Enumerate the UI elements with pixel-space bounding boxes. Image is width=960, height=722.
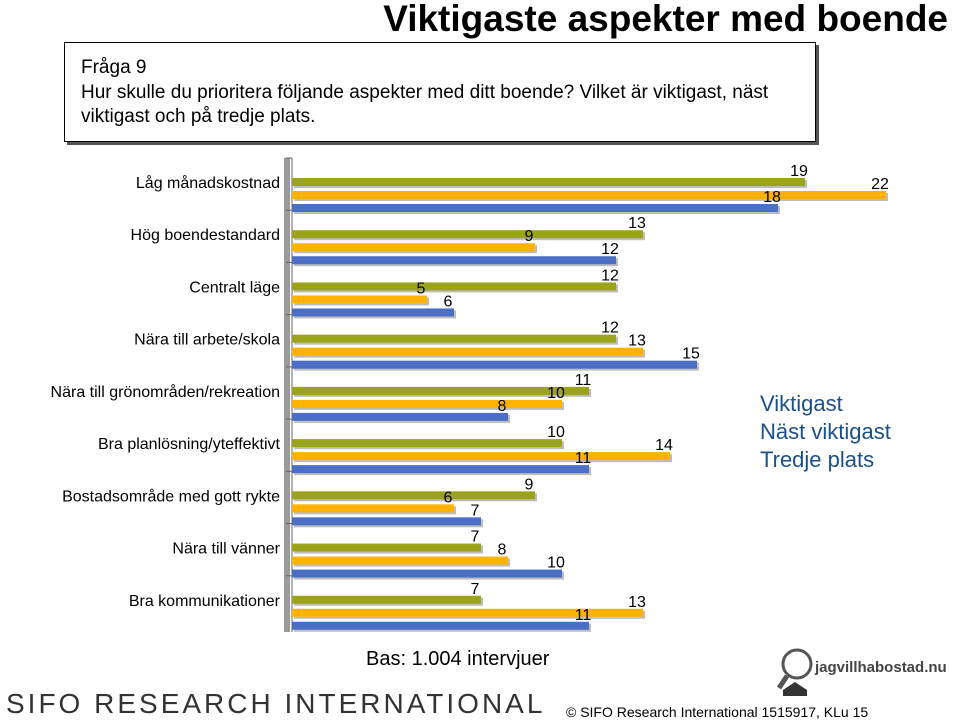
data-label-viktigast: 7 [471,581,480,598]
bar-viktigast [292,334,616,343]
bar-tredje-plats [292,621,589,630]
brand-text: jagvillhabostad.nu [814,659,947,676]
legend-tredje-plats: Tredje plats [760,447,875,472]
bar-nast-viktigast [292,556,508,565]
data-label-viktigast: 7 [471,529,480,546]
data-label-tredje-plats: 15 [682,346,700,363]
bar-viktigast [292,282,616,291]
data-label-nast-viktigast: 13 [628,333,646,350]
bar-tredje-plats [292,204,778,212]
legend-nast-viktigast: Näst viktigast [760,419,891,444]
data-label-viktigast: 13 [628,215,646,232]
data-label-tredje-plats: 11 [575,450,592,467]
data-label-tredje-plats: 18 [763,189,781,206]
bar-viktigast [292,386,589,395]
bar-nast-viktigast [292,452,670,461]
data-label-nast-viktigast: 10 [547,385,565,402]
bar-viktigast [292,543,481,552]
y-axis-shade [284,158,290,632]
bar-viktigast [292,230,643,239]
bar-nast-viktigast [292,347,643,356]
data-label-nast-viktigast: 14 [655,437,673,454]
data-label-tredje-plats: 6 [444,293,453,310]
bar-tredje-plats [292,412,508,421]
category-label: Nära till grönområden/rekreation [51,383,280,401]
data-label-tredje-plats: 7 [471,502,480,519]
bar-viktigast [292,595,481,604]
data-label-viktigast: 12 [601,320,619,337]
category-label: Bostadsområde med gott rykte [62,487,280,505]
category-label: Bra planlösning/yteffektivt [98,436,281,453]
data-label-viktigast: 19 [790,163,808,180]
bar-nast-viktigast [292,191,886,199]
bar-tredje-plats [292,569,562,578]
page-title: Viktigaste aspekter med boende [383,0,948,39]
data-label-nast-viktigast: 22 [871,176,889,193]
bar-tredje-plats [292,256,616,265]
category-label: Nära till arbete/skola [134,332,280,349]
question-text: Hur skulle du prioritera följande aspekt… [81,82,769,127]
bar-nast-viktigast [292,243,535,252]
magnifier-icon [781,648,813,680]
data-label-nast-viktigast: 8 [498,542,507,559]
data-label-nast-viktigast: 5 [417,280,426,297]
data-label-viktigast: 10 [547,424,565,441]
data-label-viktigast: 12 [601,267,619,284]
bar-tredje-plats [292,517,481,526]
question-heading: Fråga 9 [81,57,147,78]
category-label: Nära till vänner [172,541,280,558]
bar-tredje-plats [292,465,589,474]
bar-nast-viktigast [292,504,454,513]
data-label-viktigast: 9 [525,476,534,493]
category-label: Bra kommunikationer [129,593,281,610]
legend: Viktigast Näst viktigast Tredje plats [760,390,891,474]
bar-nast-viktigast [292,399,562,408]
category-label: Låg månadskostnad [136,174,280,192]
data-label-nast-viktigast: 9 [525,228,534,245]
bar-nast-viktigast [292,608,643,617]
house-icon [783,682,807,696]
data-label-nast-viktigast: 13 [628,594,646,611]
bar-viktigast [292,178,805,186]
base-note: Bas: 1.004 intervjuer [366,648,550,670]
category-label: Hög boendestandard [131,227,280,244]
data-label-nast-viktigast: 6 [444,489,453,506]
bar-tredje-plats [292,360,697,369]
legend-viktigast: Viktigast [760,391,843,416]
bar-tredje-plats [292,308,454,317]
data-label-tredje-plats: 10 [547,555,565,572]
sifo-logo: SIFO RESEARCH INTERNATIONAL [6,688,546,719]
brand-logo: jagvillhabostad.nu [775,638,955,700]
bar-nast-viktigast [292,295,427,304]
category-label: Centralt läge [189,279,280,296]
question-box: Fråga 9 Hur skulle du prioritera följand… [64,42,816,142]
copyright-text: © SIFO Research International 1515917, K… [566,704,869,720]
data-label-viktigast: 11 [575,372,592,389]
bar-viktigast [292,491,535,500]
bar-viktigast [292,439,562,448]
data-label-tredje-plats: 12 [601,241,619,258]
data-label-tredje-plats: 11 [575,607,592,624]
data-label-tredje-plats: 8 [498,398,507,415]
